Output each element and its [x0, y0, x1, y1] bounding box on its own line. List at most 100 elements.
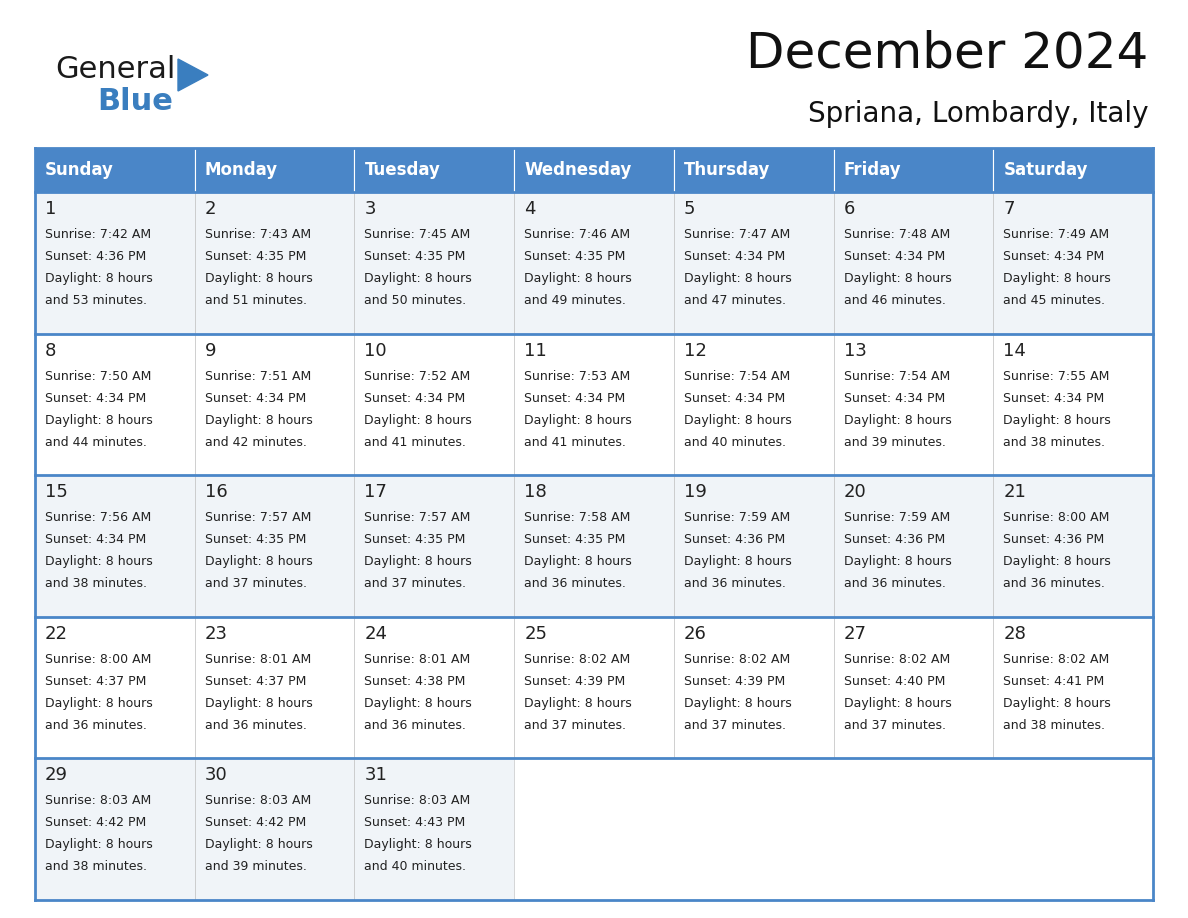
Text: Sunset: 4:34 PM: Sunset: 4:34 PM — [843, 250, 944, 263]
Text: 1: 1 — [45, 200, 56, 218]
Bar — [514, 192, 674, 333]
Text: Daylight: 8 hours: Daylight: 8 hours — [45, 838, 153, 851]
Bar — [195, 758, 354, 900]
Bar — [674, 617, 834, 758]
Bar — [354, 617, 514, 758]
Text: Sunrise: 7:45 AM: Sunrise: 7:45 AM — [365, 228, 470, 241]
Text: Sunrise: 8:02 AM: Sunrise: 8:02 AM — [684, 653, 790, 666]
Text: and 38 minutes.: and 38 minutes. — [45, 860, 147, 873]
Text: 31: 31 — [365, 767, 387, 784]
Text: Daylight: 8 hours: Daylight: 8 hours — [365, 272, 472, 285]
Text: and 47 minutes.: and 47 minutes. — [684, 294, 785, 307]
Bar — [514, 617, 674, 758]
Bar — [993, 617, 1154, 758]
Bar — [674, 333, 834, 476]
Text: Sunset: 4:34 PM: Sunset: 4:34 PM — [365, 392, 466, 405]
Text: Daylight: 8 hours: Daylight: 8 hours — [1004, 272, 1111, 285]
Text: Daylight: 8 hours: Daylight: 8 hours — [524, 414, 632, 427]
Text: Sunset: 4:34 PM: Sunset: 4:34 PM — [684, 250, 785, 263]
Text: Daylight: 8 hours: Daylight: 8 hours — [524, 272, 632, 285]
Bar — [674, 476, 834, 617]
Text: Sunset: 4:42 PM: Sunset: 4:42 PM — [45, 816, 146, 829]
Text: Sunrise: 8:03 AM: Sunrise: 8:03 AM — [365, 794, 470, 808]
Bar — [354, 192, 514, 333]
Text: Daylight: 8 hours: Daylight: 8 hours — [45, 272, 153, 285]
Text: 22: 22 — [45, 625, 68, 643]
Text: and 40 minutes.: and 40 minutes. — [365, 860, 467, 873]
Text: Daylight: 8 hours: Daylight: 8 hours — [684, 414, 791, 427]
Text: Daylight: 8 hours: Daylight: 8 hours — [204, 838, 312, 851]
Bar — [34, 192, 195, 333]
Text: Daylight: 8 hours: Daylight: 8 hours — [843, 272, 952, 285]
Text: 11: 11 — [524, 341, 546, 360]
Text: Sunset: 4:41 PM: Sunset: 4:41 PM — [1004, 675, 1105, 688]
Text: 14: 14 — [1004, 341, 1026, 360]
Text: Sunset: 4:36 PM: Sunset: 4:36 PM — [684, 533, 785, 546]
Bar — [354, 758, 514, 900]
Text: Sunrise: 7:53 AM: Sunrise: 7:53 AM — [524, 370, 631, 383]
Text: Daylight: 8 hours: Daylight: 8 hours — [204, 414, 312, 427]
Text: Sunset: 4:42 PM: Sunset: 4:42 PM — [204, 816, 307, 829]
Text: Sunset: 4:34 PM: Sunset: 4:34 PM — [45, 392, 146, 405]
Text: Sunset: 4:37 PM: Sunset: 4:37 PM — [204, 675, 307, 688]
Text: and 38 minutes.: and 38 minutes. — [45, 577, 147, 590]
Bar — [834, 192, 993, 333]
Text: Sunset: 4:43 PM: Sunset: 4:43 PM — [365, 816, 466, 829]
Text: General: General — [55, 55, 176, 84]
Bar — [834, 333, 993, 476]
Text: Sunrise: 8:01 AM: Sunrise: 8:01 AM — [204, 653, 311, 666]
Text: and 36 minutes.: and 36 minutes. — [843, 577, 946, 590]
Text: Sunrise: 7:59 AM: Sunrise: 7:59 AM — [684, 511, 790, 524]
Text: Sunrise: 7:51 AM: Sunrise: 7:51 AM — [204, 370, 311, 383]
Text: and 36 minutes.: and 36 minutes. — [365, 719, 467, 732]
Text: Sunset: 4:34 PM: Sunset: 4:34 PM — [45, 533, 146, 546]
Bar — [195, 192, 354, 333]
Text: Sunrise: 7:42 AM: Sunrise: 7:42 AM — [45, 228, 151, 241]
Text: Monday: Monday — [204, 161, 278, 179]
Bar — [354, 148, 514, 192]
Bar — [195, 333, 354, 476]
Text: 7: 7 — [1004, 200, 1015, 218]
Text: 30: 30 — [204, 767, 227, 784]
Text: Daylight: 8 hours: Daylight: 8 hours — [45, 555, 153, 568]
Text: Sunrise: 8:02 AM: Sunrise: 8:02 AM — [843, 653, 950, 666]
Text: and 39 minutes.: and 39 minutes. — [204, 860, 307, 873]
Text: Sunrise: 7:46 AM: Sunrise: 7:46 AM — [524, 228, 631, 241]
Text: 23: 23 — [204, 625, 228, 643]
Text: and 50 minutes.: and 50 minutes. — [365, 294, 467, 307]
Text: 20: 20 — [843, 483, 866, 501]
Text: and 45 minutes.: and 45 minutes. — [1004, 294, 1105, 307]
Text: Sunset: 4:39 PM: Sunset: 4:39 PM — [524, 675, 625, 688]
Text: and 49 minutes.: and 49 minutes. — [524, 294, 626, 307]
Text: and 53 minutes.: and 53 minutes. — [45, 294, 147, 307]
Text: and 37 minutes.: and 37 minutes. — [524, 719, 626, 732]
Text: and 46 minutes.: and 46 minutes. — [843, 294, 946, 307]
Text: 27: 27 — [843, 625, 866, 643]
Text: 3: 3 — [365, 200, 375, 218]
Text: Daylight: 8 hours: Daylight: 8 hours — [365, 414, 472, 427]
Text: 18: 18 — [524, 483, 546, 501]
Text: and 41 minutes.: and 41 minutes. — [524, 436, 626, 449]
Text: Sunrise: 7:59 AM: Sunrise: 7:59 AM — [843, 511, 950, 524]
Bar — [514, 333, 674, 476]
Polygon shape — [178, 59, 208, 91]
Text: Sunset: 4:34 PM: Sunset: 4:34 PM — [1004, 250, 1105, 263]
Text: Wednesday: Wednesday — [524, 161, 632, 179]
Text: and 36 minutes.: and 36 minutes. — [684, 577, 785, 590]
Text: Daylight: 8 hours: Daylight: 8 hours — [684, 697, 791, 710]
Text: Daylight: 8 hours: Daylight: 8 hours — [843, 697, 952, 710]
Bar — [993, 148, 1154, 192]
Text: Spriana, Lombardy, Italy: Spriana, Lombardy, Italy — [808, 100, 1148, 128]
Text: Sunday: Sunday — [45, 161, 114, 179]
Text: 6: 6 — [843, 200, 855, 218]
Text: Sunrise: 8:00 AM: Sunrise: 8:00 AM — [45, 653, 151, 666]
Text: Tuesday: Tuesday — [365, 161, 441, 179]
Text: Sunset: 4:35 PM: Sunset: 4:35 PM — [204, 250, 307, 263]
Text: 19: 19 — [684, 483, 707, 501]
Bar — [514, 148, 674, 192]
Text: Daylight: 8 hours: Daylight: 8 hours — [524, 555, 632, 568]
Text: Sunset: 4:36 PM: Sunset: 4:36 PM — [843, 533, 944, 546]
Text: 29: 29 — [45, 767, 68, 784]
Text: Sunrise: 8:02 AM: Sunrise: 8:02 AM — [1004, 653, 1110, 666]
Text: 24: 24 — [365, 625, 387, 643]
